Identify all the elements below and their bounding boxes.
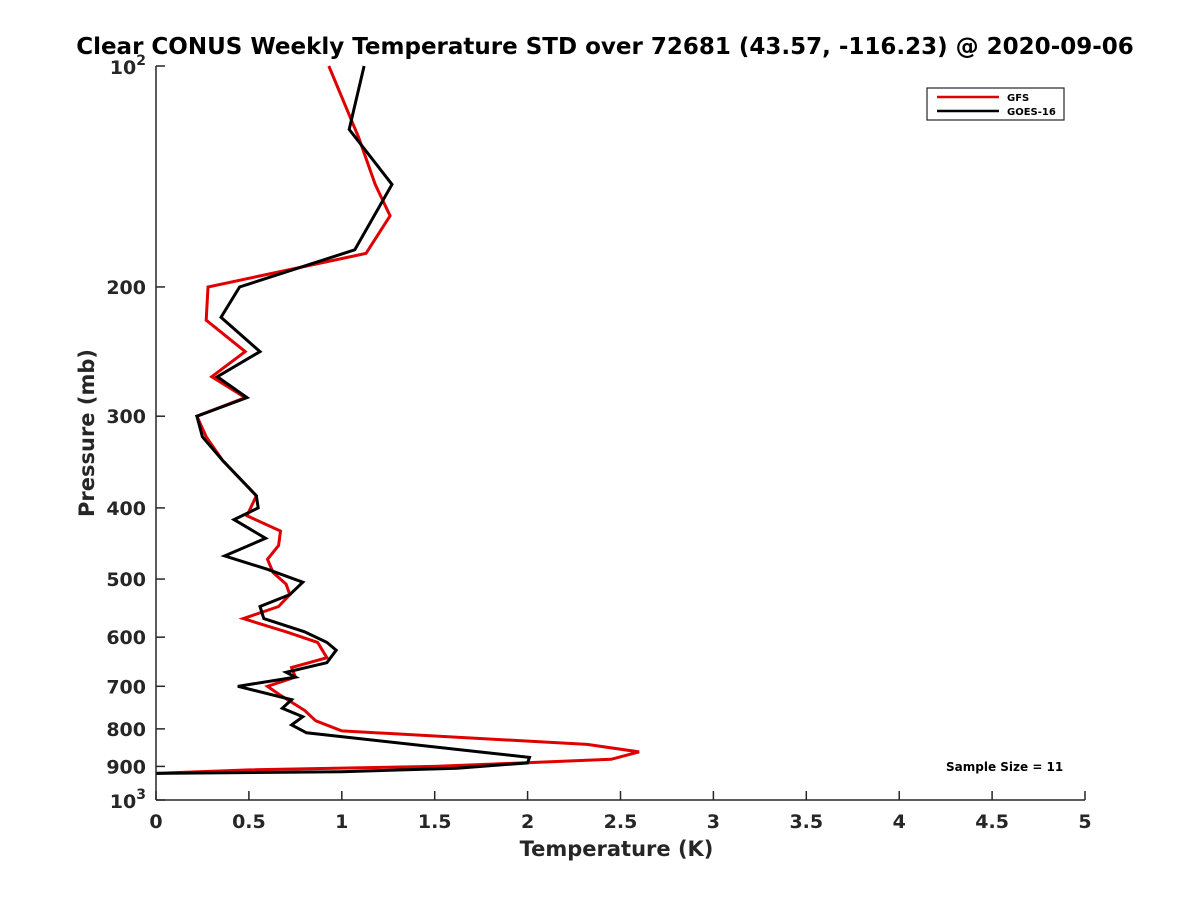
x-tick-label: 5 bbox=[1078, 811, 1091, 833]
x-tick-label: 0 bbox=[149, 811, 162, 833]
y-tick-label: 200 bbox=[106, 277, 146, 299]
legend-label: GOES-16 bbox=[1007, 107, 1056, 118]
series-line-goes-16 bbox=[155, 65, 532, 775]
legend-box bbox=[926, 87, 1065, 121]
sample-size-annotation: Sample Size = 11 bbox=[946, 760, 1063, 774]
x-axis-title: Temperature (K) bbox=[520, 837, 714, 861]
series-line-gfs bbox=[155, 65, 640, 775]
y-tick-label: 400 bbox=[106, 498, 146, 520]
y-tick-label: 700 bbox=[106, 676, 146, 698]
y-tick-label: 102 bbox=[110, 53, 146, 79]
y-tick-label: 500 bbox=[106, 569, 146, 591]
y-tick-label: 800 bbox=[106, 719, 146, 741]
x-tick-label: 0.5 bbox=[232, 811, 266, 833]
x-tick-label: 2 bbox=[521, 811, 534, 833]
x-tick-label: 4 bbox=[893, 811, 906, 833]
x-tick-label: 2.5 bbox=[604, 811, 638, 833]
y-tick-label: 900 bbox=[106, 756, 146, 778]
chart-title: Clear CONUS Weekly Temperature STD over … bbox=[76, 34, 1134, 60]
plot-area: 0 0.5 1 1.5 2 2.5 3 3.5 4 4.5 5 200 300 400 500 600 700 8… bbox=[106, 53, 1091, 833]
x-tick-label: 1 bbox=[335, 811, 348, 833]
legend-label: GFS bbox=[1007, 93, 1029, 104]
y-tick-label: 103 bbox=[110, 787, 146, 813]
y-tick-label: 300 bbox=[106, 406, 146, 428]
y-tick-label: 600 bbox=[106, 627, 146, 649]
x-tick-label: 3.5 bbox=[789, 811, 823, 833]
x-tick-label: 1.5 bbox=[418, 811, 452, 833]
legend: GFS GOES-16 bbox=[926, 87, 1065, 121]
y-axis-title: Pressure (mb) bbox=[75, 349, 99, 517]
x-tick-label: 3 bbox=[707, 811, 720, 833]
x-tick-label: 4.5 bbox=[975, 811, 1009, 833]
